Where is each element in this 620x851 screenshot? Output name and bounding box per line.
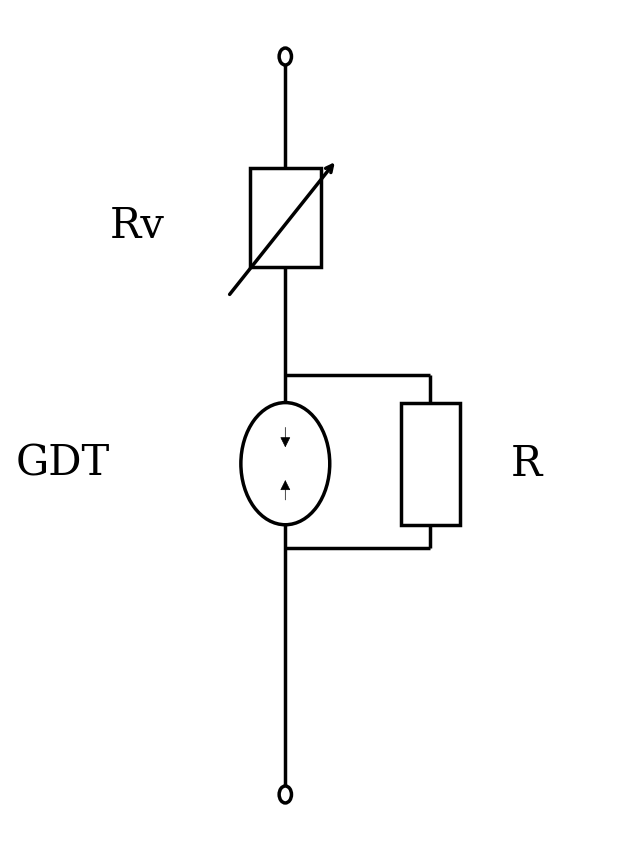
- Text: GDT: GDT: [16, 443, 110, 485]
- Text: Rv: Rv: [110, 205, 165, 247]
- Text: R: R: [510, 443, 542, 485]
- Bar: [401, 403, 460, 525]
- Bar: [249, 168, 321, 267]
